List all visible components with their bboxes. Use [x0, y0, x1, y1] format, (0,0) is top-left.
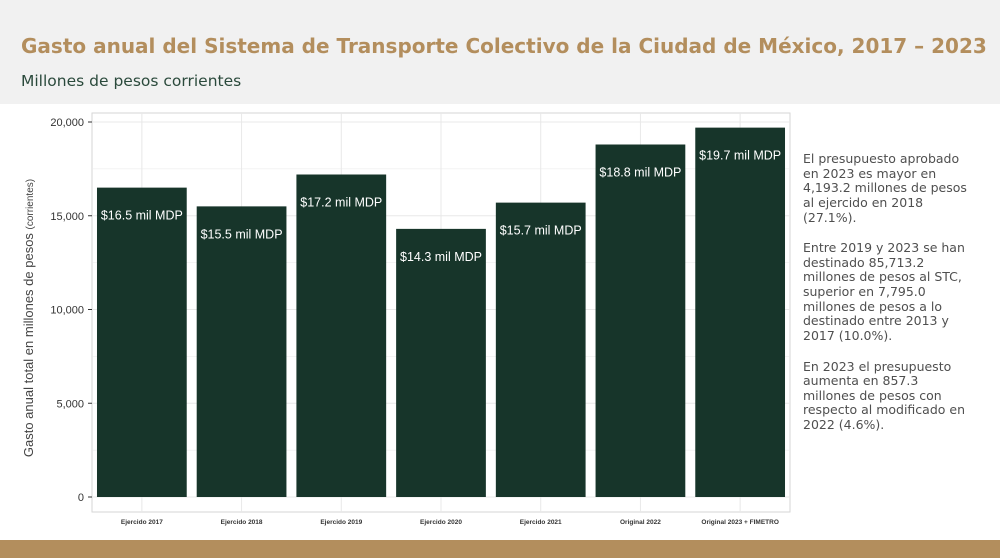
- bar-data-label: $19.7 mil MDP: [699, 149, 781, 163]
- bar-chart: $16.5 mil MDP Ejercido 2017 $15.5 mil MDP E…: [21, 112, 791, 526]
- bar-6: [595, 144, 686, 497]
- bar-data-label: $17.2 mil MDP: [300, 196, 382, 210]
- y-axis-title-suffix: (corrientes): [25, 179, 36, 230]
- bar-data-label: $16.5 mil MDP: [101, 209, 183, 223]
- y-tick-label: 5,000: [56, 398, 84, 410]
- bar-3: [296, 174, 387, 497]
- x-tick-label: Ejercido 2019: [320, 519, 362, 526]
- bar-1: [96, 187, 187, 497]
- bar-4: [396, 228, 486, 497]
- y-tick-label: 15,000: [50, 211, 84, 223]
- bar-7: [695, 127, 786, 497]
- y-tick-label: 20,000: [50, 117, 84, 129]
- x-tick-label: Original 2022: [620, 519, 661, 526]
- bar-2: [196, 206, 287, 497]
- x-tick-label: Ejercido 2018: [221, 519, 263, 526]
- footer-accent-bar: [0, 540, 1000, 558]
- note-2023-vs-2022: En 2023 el presupuesto aumenta en 857.3 …: [803, 358, 965, 432]
- x-tick-label: Original 2023 + FIMETRO: [701, 519, 778, 526]
- bar-data-label: $18.8 mil MDP: [599, 166, 681, 180]
- bar-5: [495, 202, 586, 497]
- x-tick-label: Ejercido 2017: [121, 519, 163, 526]
- notes-panel: El presupuesto aprobado en 2023 es mayor…: [803, 151, 973, 449]
- x-tick-label: Ejercido 2020: [420, 519, 462, 526]
- y-axis-title: Gasto anual total en millones de pesos (…: [21, 179, 36, 457]
- bar-data-label: $15.5 mil MDP: [201, 227, 283, 241]
- y-tick-label: 10,000: [50, 305, 84, 317]
- header-band: Gasto anual del Sistema de Transporte Co…: [0, 0, 1000, 104]
- x-tick-label: Ejercido 2021: [520, 519, 562, 526]
- page-title: Gasto anual del Sistema de Transporte Co…: [21, 34, 987, 58]
- note-2019-2023-total: Entre 2019 y 2023 se han destinado 85,71…: [803, 240, 965, 343]
- page-subtitle: Millones de pesos corrientes: [21, 72, 242, 90]
- bar-data-label: $14.3 mil MDP: [400, 250, 482, 264]
- note-2023-vs-2018: El presupuesto aprobado en 2023 es mayor…: [803, 151, 967, 225]
- bar-data-label: $15.7 mil MDP: [500, 224, 582, 238]
- y-tick-label: 0: [78, 492, 84, 504]
